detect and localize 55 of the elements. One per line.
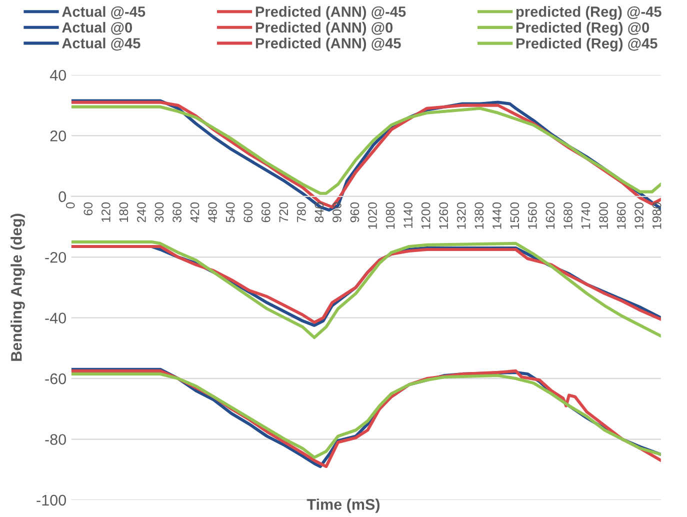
x-tick-label: 900 — [332, 202, 342, 222]
x-tick-label: 1620 — [546, 202, 555, 229]
legend-label: Actual @0 — [62, 22, 132, 35]
x-tick-label: 840 — [314, 202, 324, 222]
x-tick-label: 1500 — [510, 202, 520, 229]
x-tick-label: 300 — [154, 202, 164, 222]
y-tick-label: -40 — [45, 312, 66, 324]
legend-label: predicted (Reg) @-45 — [516, 6, 662, 20]
x-tick-label: 0 — [66, 202, 75, 208]
legend-label: Predicted (ANN) @45 — [256, 38, 401, 52]
x-tick-label: 600 — [244, 202, 253, 222]
x-tick-label: 180 — [119, 202, 128, 222]
x-tick-label: 420 — [190, 202, 200, 223]
line-series — [71, 240, 661, 340]
x-tick-label: 360 — [172, 202, 182, 222]
x-tick-label: 1560 — [528, 202, 537, 229]
x-tick-label: 1800 — [599, 202, 608, 229]
x-axis-title: Time (mS) — [306, 498, 380, 513]
line-series — [71, 105, 661, 195]
y-tick-label: 20 — [50, 130, 66, 142]
x-tick-label: 720 — [279, 202, 288, 222]
legend-label: Predicted (ANN) @0 — [256, 22, 393, 36]
x-tick-label: 120 — [101, 202, 110, 222]
x-tick-label: 240 — [137, 202, 146, 222]
x-tick-label: 1680 — [564, 202, 572, 229]
legend-label: Predicted (ANN) @-45 — [256, 6, 406, 20]
x-tick-label: 1140 — [404, 202, 412, 228]
y-tick-label: -100 — [36, 494, 66, 506]
y-axis-title: Bending Angle (deg) — [10, 214, 25, 361]
x-tick-label: 1440 — [492, 202, 502, 229]
x-tick-label: 1980 — [652, 202, 662, 229]
x-tick-label: 780 — [296, 202, 306, 222]
x-tick-label: 1740 — [581, 202, 590, 229]
y-tick-label: 40 — [50, 70, 66, 81]
y-tick-label: -60 — [45, 373, 66, 384]
y-tick-label: -80 — [45, 434, 66, 445]
x-tick-label: 1860 — [616, 202, 626, 229]
x-tick-label: 60 — [84, 202, 93, 216]
x-tick-label: 1020 — [368, 202, 377, 229]
legend-label: Predicted (Reg) @45 — [516, 38, 658, 52]
x-tick-label: 660 — [261, 202, 270, 222]
x-tick-label: 1320 — [456, 202, 466, 229]
x-tick-label: 1200 — [421, 202, 430, 229]
y-tick-label: -20 — [45, 252, 66, 263]
x-tick-label: 960 — [350, 202, 360, 222]
legend-label: Predicted (Reg) @0 — [516, 22, 650, 36]
legend-label: Actual @45 — [62, 38, 140, 51]
x-tick-label: 1080 — [386, 202, 395, 229]
legend-label: Actual @-45 — [62, 6, 146, 20]
x-tick-label: 540 — [226, 202, 235, 222]
y-tick-label: 0 — [58, 191, 66, 202]
x-tick-label: 480 — [208, 202, 217, 223]
x-tick-label: 1920 — [634, 202, 644, 229]
x-tick-label: 1380 — [474, 202, 484, 229]
x-tick-label: 1260 — [439, 202, 448, 229]
